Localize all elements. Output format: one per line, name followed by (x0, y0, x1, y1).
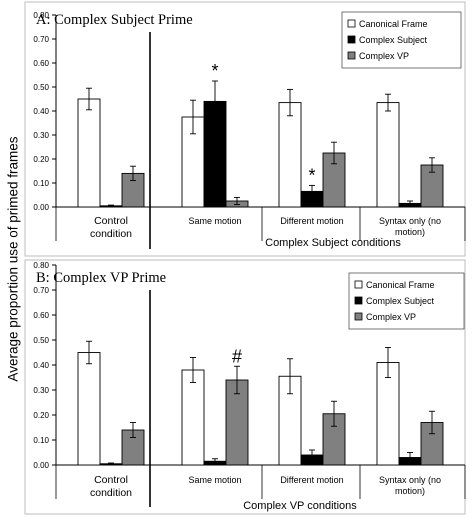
y-tick-label: 0.70 (33, 35, 49, 44)
y-tick-label: 0.80 (33, 11, 49, 20)
y-tick-label: 0.00 (33, 203, 49, 212)
legend-box (341, 11, 462, 69)
x-axis-title: Complex Subject conditions (265, 237, 401, 249)
legend: Canonical Frame Complex Subject Complex VP (341, 11, 462, 69)
legend-box (348, 272, 465, 330)
bar (181, 369, 205, 466)
legend-swatch (354, 312, 363, 321)
category-label: Control condition (90, 474, 132, 499)
y-tick-label: 0.20 (33, 155, 49, 164)
legend-label: Complex Subject (359, 35, 428, 45)
significance-marker: * (211, 61, 218, 81)
bar (77, 352, 101, 466)
legend-swatch (347, 35, 356, 44)
y-tick-label: 0.40 (33, 107, 49, 116)
category-label: Same motion (188, 475, 241, 485)
legend-swatch (347, 19, 356, 28)
category-label: Different motion (280, 475, 343, 485)
legend-label: Complex Subject (366, 296, 435, 306)
y-tick-label: 0.20 (33, 411, 49, 420)
panel-b: 0.00 0.10 0.20 0.30 0.40 0.50 0.60 0.70 0.80 # Con… (24, 259, 466, 515)
legend-label: Complex VP (359, 51, 409, 61)
panel-frame (24, 1, 466, 257)
bar (278, 102, 302, 208)
y-tick-label: 0.60 (33, 311, 49, 320)
legend-label: Canonical Frame (366, 280, 435, 290)
y-tick-label: 0.30 (33, 386, 49, 395)
category-label: Same motion (188, 216, 241, 226)
y-tick-label: 0.10 (33, 436, 49, 445)
y-tick-label: 0.50 (33, 83, 49, 92)
legend-swatch (347, 51, 356, 60)
y-tick-label: 0.40 (33, 361, 49, 370)
category-label: Control condition (90, 215, 132, 240)
y-tick-label: 0.00 (33, 461, 49, 470)
y-tick-label: 0.70 (33, 286, 49, 295)
panel-a: 0.00 0.10 0.20 0.30 0.40 0.50 0.60 0.70 0.80 * * Co… (24, 1, 466, 257)
legend-label: Canonical Frame (359, 19, 428, 29)
bar (77, 98, 101, 208)
category-label: Different motion (280, 216, 343, 226)
legend-swatch (354, 280, 363, 289)
category-label: Syntax only (no motion) (379, 475, 441, 496)
legend: Canonical Frame Complex Subject Complex VP (348, 272, 465, 330)
legend-label: Complex VP (366, 312, 416, 322)
panel-frame (24, 259, 466, 515)
chart-title: A: Complex Subject Prime (36, 12, 193, 28)
bar (376, 102, 400, 208)
x-axis-title: Complex VP conditions (243, 500, 357, 512)
category-label: Syntax only (no motion) (379, 216, 441, 237)
y-tick-label: 0.80 (33, 261, 49, 270)
y-tick-label: 0.50 (33, 336, 49, 345)
y-tick-label: 0.10 (33, 179, 49, 188)
legend-swatch (354, 296, 363, 305)
chart-title: B: Complex VP Prime (36, 270, 166, 286)
y-tick-label: 0.30 (33, 131, 49, 140)
significance-marker: * (308, 165, 315, 185)
y-tick-label: 0.60 (33, 59, 49, 68)
significance-marker: # (232, 346, 242, 366)
